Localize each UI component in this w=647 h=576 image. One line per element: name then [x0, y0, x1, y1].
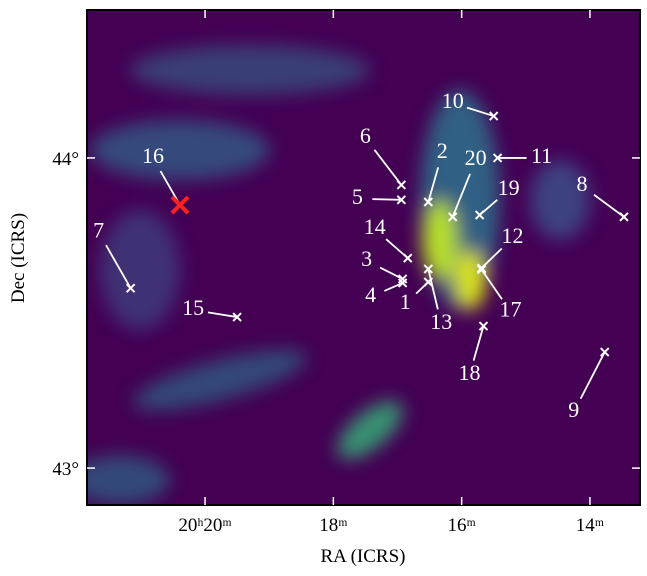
- source-label: 1: [400, 289, 411, 314]
- marker-stroke: [125, 283, 136, 293]
- source-label: 12: [502, 223, 524, 248]
- source-label: 6: [360, 123, 371, 148]
- marker-stroke: [474, 210, 485, 220]
- source-label: 10: [442, 88, 464, 113]
- source-marker: [396, 180, 407, 190]
- source-marker: [447, 212, 458, 222]
- plot-frame: [86, 9, 641, 506]
- marker-stroke: [447, 212, 458, 222]
- source-marker: [478, 321, 489, 331]
- source-marker: [125, 283, 136, 293]
- label-pointer: [207, 311, 238, 318]
- source-marker: [489, 111, 499, 121]
- source-marker: [232, 312, 242, 322]
- marker-stroke: [478, 321, 489, 331]
- marker-stroke: [489, 111, 499, 121]
- source-marker: [170, 195, 190, 215]
- source-label: 2: [437, 138, 448, 163]
- marker-stroke: [476, 264, 487, 275]
- source-label: 8: [576, 171, 587, 196]
- source-marker: [619, 212, 629, 222]
- source-label: 9: [568, 397, 579, 422]
- source-label: 13: [430, 309, 452, 334]
- marker-stroke: [600, 347, 610, 357]
- marker-stroke: [397, 278, 408, 288]
- label-pointer: [593, 194, 625, 218]
- source-label: 17: [500, 297, 522, 322]
- source-label: 4: [365, 282, 376, 307]
- marker-stroke: [403, 253, 413, 263]
- label-pointer: [579, 351, 606, 400]
- y-tick-label: 44°: [52, 149, 79, 170]
- marker-stroke: [396, 195, 407, 205]
- label-pointer: [480, 269, 503, 300]
- label-pointer: [466, 106, 495, 117]
- y-tick-label: 43°: [52, 459, 79, 480]
- marker-stroke: [476, 263, 487, 273]
- source-label: 7: [93, 217, 104, 242]
- source-label: 20: [465, 145, 487, 170]
- y-axis-label: Dec (ICRS): [8, 213, 29, 303]
- source-label: 5: [352, 184, 363, 209]
- source-label: 3: [361, 246, 372, 271]
- label-pointer: [472, 325, 485, 361]
- source-marker: [476, 263, 487, 273]
- source-marker: [403, 253, 413, 263]
- nebula: [87, 45, 590, 505]
- label-pointer: [372, 198, 402, 201]
- label-pointer: [105, 244, 132, 289]
- marker-stroke: [396, 180, 407, 190]
- source-marker: [492, 153, 503, 163]
- label-pointer: [427, 167, 440, 203]
- label-pointer: [384, 282, 403, 292]
- source-label: 14: [364, 214, 386, 239]
- source-marker: [600, 347, 610, 357]
- marker-stroke: [492, 153, 503, 163]
- marker-stroke: [423, 264, 434, 274]
- x-tick-label: 20ʰ20ᵐ: [178, 515, 231, 536]
- source-marker: [423, 197, 434, 207]
- source-label: 18: [458, 360, 480, 385]
- marker-stroke: [619, 212, 629, 222]
- label-pointer: [379, 266, 404, 280]
- x-tick-label: 14ᵐ: [576, 515, 604, 536]
- label-pointer: [427, 268, 439, 310]
- marker-stroke: [232, 312, 242, 322]
- source-label: 19: [498, 175, 520, 200]
- source-marker: [423, 264, 434, 274]
- source-marker: [397, 278, 408, 288]
- source-label: 15: [182, 295, 204, 320]
- x-tick-label: 18ᵐ: [319, 515, 347, 536]
- source-label: 16: [142, 143, 164, 168]
- source-label: 11: [531, 143, 552, 168]
- source-marker: [476, 264, 487, 275]
- x-axis-label: RA (ICRS): [321, 546, 406, 567]
- label-pointer: [451, 173, 471, 218]
- marker-stroke: [170, 195, 190, 215]
- x-tick-label: 16ᵐ: [448, 515, 476, 536]
- source-marker: [474, 210, 485, 220]
- source-marker: [396, 195, 407, 205]
- marker-stroke: [423, 197, 434, 207]
- label-pointer: [373, 149, 403, 186]
